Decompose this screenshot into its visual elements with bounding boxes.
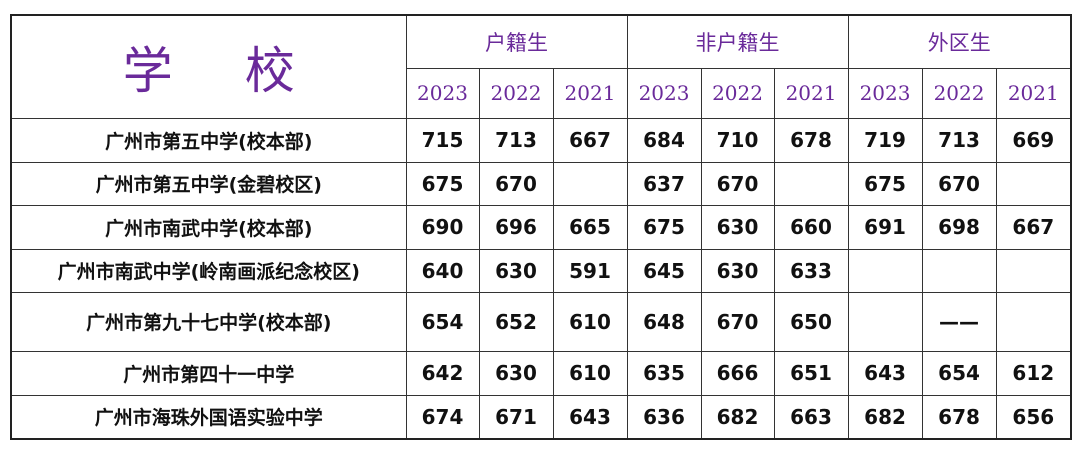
score-cell: —— [921,291,997,352]
table-row: 广州市南武中学(岭南画派纪念校区) 640 630 591 645 630 633 [10,248,1072,293]
score-cell: 715 [405,117,480,163]
score-cell: 630 [700,204,775,250]
score-cell: 678 [921,394,997,440]
score-cell: 645 [626,248,702,293]
score-cell: 640 [405,248,480,293]
table-body: 广州市第五中学(校本部) 715 713 667 684 710 678 719 713 669 广… [10,117,1072,440]
year-header: 2021 [995,67,1072,119]
score-cell: 713 [921,117,997,163]
school-name-cell: 广州市南武中学(校本部) [10,204,407,250]
school-name-cell: 广州市第五中学(金碧校区) [10,161,407,206]
score-cell: 710 [700,117,775,163]
school-name-cell: 广州市海珠外国语实验中学 [10,394,407,440]
score-cell: 682 [847,394,923,440]
year-header: 2023 [405,67,480,119]
year-header: 2021 [773,67,849,119]
school-name-cell: 广州市第五中学(校本部) [10,117,407,163]
score-cell: 696 [478,204,554,250]
score-cell: 670 [700,291,775,352]
school-column-header: 学 校 [10,14,407,119]
score-cell: 719 [847,117,923,163]
score-cell [995,291,1072,352]
score-cell: 630 [478,350,554,396]
score-cell: 652 [478,291,554,352]
school-name-cell: 广州市第九十七中学(校本部) [10,291,407,352]
score-cell: 651 [773,350,849,396]
score-cell [995,248,1072,293]
table-row: 广州市海珠外国语实验中学 674 671 643 636 682 663 682 678 656 [10,394,1072,440]
year-header: 2023 [847,67,923,119]
admission-score-table: 学 校 户籍生 非户籍生 外区生 2023 2022 2021 2023 202… [10,14,1073,440]
score-cell: 669 [995,117,1072,163]
score-cell: 654 [921,350,997,396]
year-header: 2022 [921,67,997,119]
school-name-cell: 广州市第四十一中学 [10,350,407,396]
score-cell: 675 [847,161,923,206]
score-cell [773,161,849,206]
score-cell: 684 [626,117,702,163]
score-cell: 713 [478,117,554,163]
score-cell [847,291,923,352]
year-header: 2022 [478,67,554,119]
score-cell: 643 [847,350,923,396]
group-header-row: 学 校 户籍生 非户籍生 外区生 [10,14,1072,119]
score-cell: 610 [552,291,628,352]
score-cell: 630 [700,248,775,293]
year-header: 2023 [626,67,702,119]
score-cell: 591 [552,248,628,293]
score-cell: 682 [700,394,775,440]
score-cell [995,161,1072,206]
score-cell: 670 [700,161,775,206]
score-cell [847,248,923,293]
score-cell: 670 [478,161,554,206]
score-cell: 691 [847,204,923,250]
score-cell [552,161,628,206]
score-cell: 637 [626,161,702,206]
table-row: 广州市第五中学(校本部) 715 713 667 684 710 678 719 713 669 [10,117,1072,163]
score-cell: 656 [995,394,1072,440]
score-cell: 690 [405,204,480,250]
score-cell: 670 [921,161,997,206]
score-cell: 663 [773,394,849,440]
score-cell: 675 [405,161,480,206]
score-cell: 612 [995,350,1072,396]
score-cell: 635 [626,350,702,396]
score-cell: 636 [626,394,702,440]
score-cell: 660 [773,204,849,250]
score-cell: 642 [405,350,480,396]
score-cell: 698 [921,204,997,250]
table-row: 广州市第九十七中学(校本部) 654 652 610 648 670 650 —— [10,291,1072,352]
score-cell: 667 [995,204,1072,250]
score-cell: 675 [626,204,702,250]
score-cell: 630 [478,248,554,293]
score-cell: 666 [700,350,775,396]
score-cell [921,248,997,293]
score-cell: 633 [773,248,849,293]
table-row: 广州市南武中学(校本部) 690 696 665 675 630 660 691 698 667 [10,204,1072,250]
school-name-cell: 广州市南武中学(岭南画派纪念校区) [10,248,407,293]
table-row: 广州市第五中学(金碧校区) 675 670 637 670 675 670 [10,161,1072,206]
score-cell: 648 [626,291,702,352]
score-cell: 678 [773,117,849,163]
score-cell: 650 [773,291,849,352]
year-header: 2021 [552,67,628,119]
group-header-household: 户籍生 [405,14,628,69]
score-cell: 643 [552,394,628,440]
score-cell: 654 [405,291,480,352]
score-cell: 671 [478,394,554,440]
score-cell: 610 [552,350,628,396]
year-header: 2022 [700,67,775,119]
table-row: 广州市第四十一中学 642 630 610 635 666 651 643 654 612 [10,350,1072,396]
score-cell: 674 [405,394,480,440]
group-header-other-district: 外区生 [847,14,1072,69]
score-cell: 667 [552,117,628,163]
group-header-non-household: 非户籍生 [626,14,849,69]
score-cell: 665 [552,204,628,250]
